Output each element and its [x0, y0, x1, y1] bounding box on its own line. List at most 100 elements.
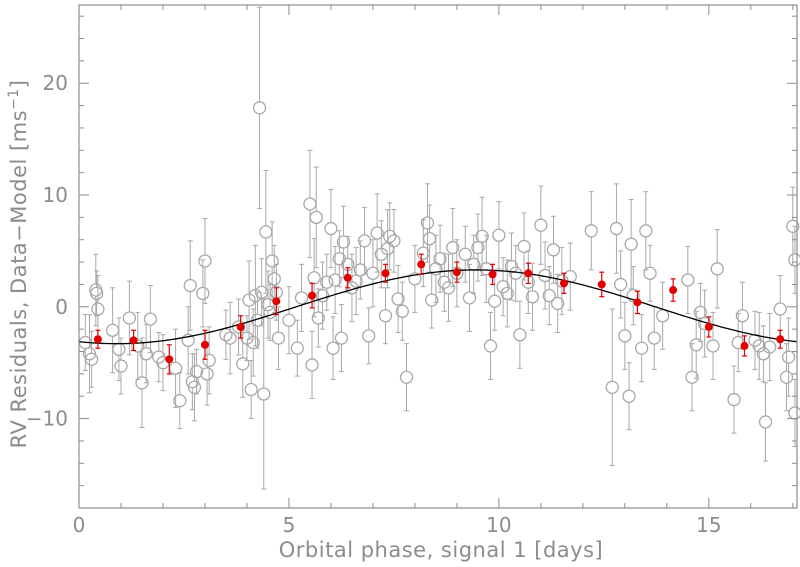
raw-point	[634, 314, 649, 383]
raw-marker	[420, 216, 435, 230]
raw-marker	[788, 406, 800, 420]
raw-point	[324, 188, 338, 269]
raw-marker	[706, 339, 720, 353]
raw-point	[122, 280, 137, 356]
raw-marker	[290, 341, 304, 355]
raw-point	[763, 313, 777, 382]
binned-point	[343, 267, 352, 289]
x-tick-label: 5	[283, 513, 296, 537]
raw-point	[196, 259, 210, 328]
raw-marker	[471, 240, 485, 255]
raw-point	[309, 166, 323, 269]
raw-marker	[112, 342, 126, 356]
raw-point	[399, 343, 414, 412]
raw-marker	[257, 387, 271, 401]
raw-marker	[788, 253, 800, 267]
raw-point	[143, 285, 158, 354]
raw-point	[267, 244, 281, 313]
raw-marker	[483, 339, 498, 353]
raw-marker	[320, 275, 334, 289]
raw-marker	[492, 228, 506, 242]
raw-marker	[693, 305, 708, 320]
raw-point	[387, 209, 401, 273]
raw-marker	[710, 262, 724, 276]
raw-marker	[584, 224, 598, 238]
y-axis-label-superscript: −1	[6, 88, 22, 110]
y-tick-label: −10	[26, 407, 68, 431]
binned-marker	[452, 268, 461, 277]
raw-point	[242, 260, 256, 340]
raw-marker	[391, 292, 405, 306]
raw-marker	[336, 235, 351, 249]
raw-marker	[425, 293, 439, 307]
x-tick-label: 15	[696, 513, 721, 537]
raw-marker	[786, 219, 800, 233]
raw-marker	[198, 254, 212, 268]
binned-marker	[343, 273, 352, 282]
binned-marker	[776, 335, 785, 344]
raw-point	[622, 362, 636, 431]
raw-marker	[89, 286, 104, 301]
raw-marker	[517, 239, 531, 254]
raw-point	[483, 311, 498, 380]
raw-marker	[84, 352, 99, 366]
raw-marker	[758, 415, 773, 429]
raw-marker	[639, 224, 653, 238]
raw-marker	[551, 296, 565, 311]
raw-point	[609, 183, 624, 274]
raw-marker	[267, 272, 281, 286]
raw-marker	[779, 370, 794, 384]
binned-marker	[488, 270, 497, 279]
y-axis-label-end: ]	[7, 80, 31, 89]
raw-point	[320, 253, 334, 311]
raw-marker	[542, 288, 556, 303]
raw-marker	[187, 380, 202, 394]
raw-marker	[513, 328, 527, 342]
raw-marker	[399, 370, 414, 384]
binned-point	[776, 329, 785, 349]
raw-point	[189, 348, 204, 395]
raw-marker	[370, 226, 384, 240]
raw-point	[334, 304, 349, 373]
raw-point	[290, 319, 304, 377]
binned-point	[308, 282, 317, 309]
raw-point	[271, 306, 286, 370]
binned-point	[488, 263, 497, 286]
raw-point	[786, 186, 800, 266]
raw-point	[788, 378, 800, 448]
raw-point	[311, 288, 325, 348]
raw-marker	[634, 341, 649, 355]
raw-point	[89, 270, 104, 317]
raw-marker	[183, 278, 197, 293]
raw-marker	[294, 291, 309, 305]
raw-point	[395, 281, 409, 341]
binned-point	[633, 290, 642, 315]
raw-marker	[200, 367, 214, 381]
binned-marker	[597, 280, 606, 289]
raw-point	[336, 205, 351, 279]
raw-marker	[655, 309, 670, 323]
model-curve	[78, 269, 798, 345]
binned-marker	[740, 341, 749, 350]
raw-point	[706, 311, 720, 380]
raw-marker	[315, 288, 330, 303]
raw-point	[378, 287, 393, 345]
raw-point	[183, 240, 197, 331]
raw-marker	[271, 331, 286, 345]
raw-marker	[735, 309, 750, 323]
raw-marker	[349, 274, 363, 288]
raw-point	[479, 234, 493, 303]
raw-marker	[441, 281, 456, 295]
binned-marker	[129, 336, 138, 345]
binned-point	[740, 335, 749, 357]
raw-point	[542, 266, 556, 326]
raw-point	[366, 239, 380, 308]
raw-marker	[366, 266, 380, 280]
raw-marker	[353, 263, 367, 277]
y-tick-label: 20	[43, 71, 68, 95]
raw-point	[198, 217, 212, 304]
axis-ticks: 0 5 10 15 −10 0 10 20	[26, 5, 797, 537]
raw-point	[605, 308, 619, 467]
raw-marker	[534, 218, 548, 232]
